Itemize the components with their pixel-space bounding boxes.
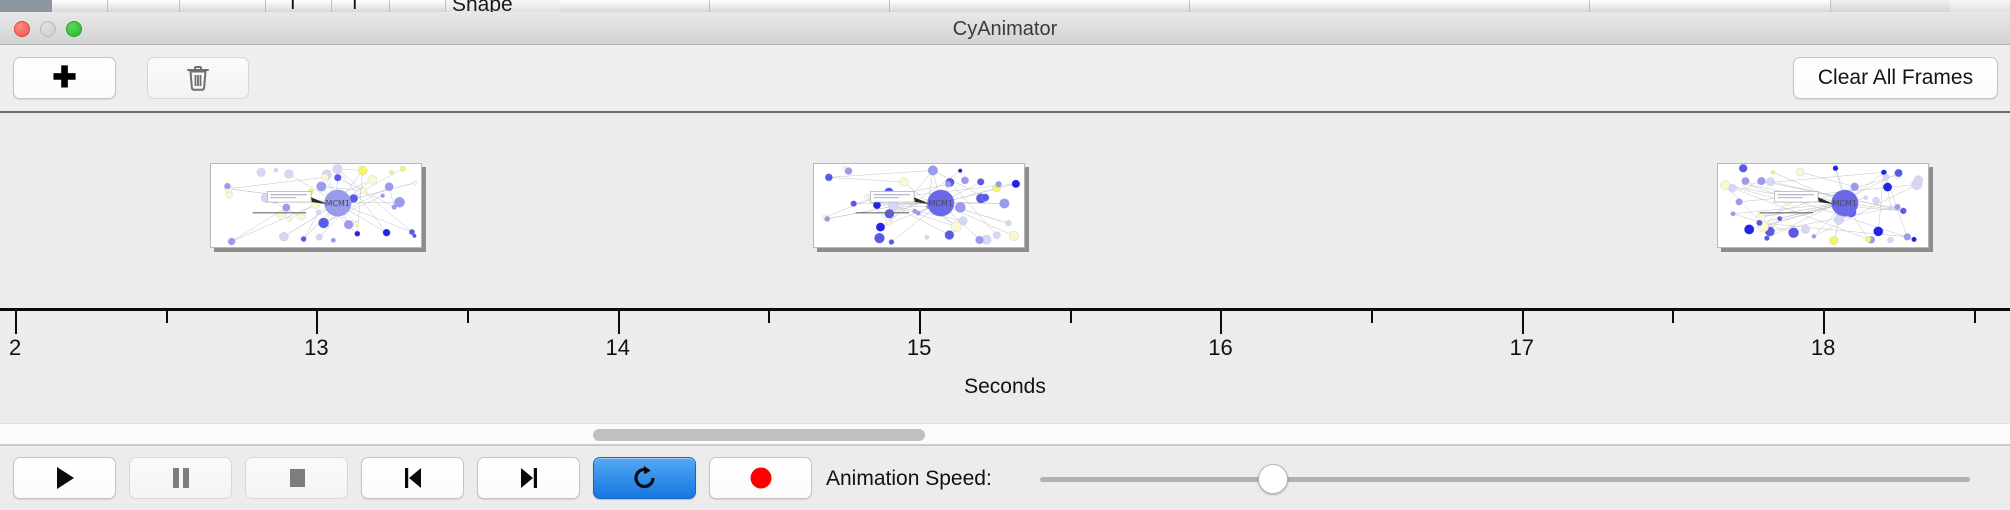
add-frame-button[interactable]: ✚ [13, 57, 116, 99]
tick-major [617, 311, 620, 334]
stop-icon [289, 469, 305, 487]
tick-label: 17 [1509, 335, 1535, 360]
svg-text:MCM1: MCM1 [929, 199, 953, 208]
tick-major [15, 311, 18, 334]
skip-back-icon [404, 468, 421, 488]
axis-line [0, 308, 2010, 311]
tick-major [1823, 311, 1826, 334]
tick-minor [1672, 311, 1675, 323]
close-button[interactable] [14, 21, 30, 37]
tick-label: 16 [1208, 335, 1233, 360]
timeline-scrollbar[interactable] [0, 423, 2010, 445]
clear-all-frames-button[interactable]: Clear All Frames [1793, 57, 1998, 99]
frame-thumbnail-2[interactable]: MCM1 [813, 163, 1026, 248]
loop-icon [633, 465, 655, 489]
frame-thumbnail-1[interactable]: MCM1 [210, 163, 423, 248]
timeline-panel[interactable]: MCM1 MCM1 MCM1 2 13 14 15 16 17 18 Seconds [0, 113, 2010, 423]
frame-toolbar: ✚ Clear All Frames [0, 45, 2010, 113]
tick-label: 14 [605, 335, 631, 360]
record-button[interactable] [709, 457, 812, 499]
background-window-title: Shape [452, 0, 513, 12]
timeline-scrollbar-thumb[interactable] [592, 429, 925, 441]
loop-button[interactable] [593, 457, 696, 499]
skip-forward-icon [520, 468, 537, 488]
svg-text:MCM1: MCM1 [1833, 199, 1857, 208]
tick-minor [1973, 311, 1976, 323]
frames-area[interactable]: MCM1 MCM1 MCM1 [0, 113, 2010, 308]
traffic-lights [14, 21, 82, 37]
tick-minor [1371, 311, 1374, 323]
frame-thumbnail-3[interactable]: MCM1 [1717, 163, 1930, 248]
play-icon [56, 467, 74, 489]
tick-minor [768, 311, 771, 323]
playback-toolbar: Animation Speed: [0, 445, 2010, 510]
window-titlebar: CyAnimator [0, 12, 2010, 45]
stop-button[interactable] [245, 457, 348, 499]
timeline-ruler: 2 13 14 15 16 17 18 [0, 308, 2010, 373]
svg-text:MCM1: MCM1 [326, 199, 350, 208]
minimize-button[interactable] [40, 21, 56, 37]
background-window-strip: I I Shape [0, 0, 2010, 12]
tick-major [919, 311, 922, 334]
tick-label: 2 [8, 335, 22, 360]
tick-label: 18 [1810, 335, 1836, 360]
plus-icon: ✚ [52, 61, 77, 94]
tick-major [1220, 311, 1223, 334]
pause-icon [172, 468, 189, 488]
tick-minor [165, 311, 168, 323]
skip-to-start-button[interactable] [361, 457, 464, 499]
slider-thumb[interactable] [1257, 464, 1288, 494]
tick-minor [467, 311, 470, 323]
tick-label: 15 [906, 335, 932, 360]
skip-to-end-button[interactable] [477, 457, 580, 499]
trash-icon [187, 66, 209, 91]
maximize-button[interactable] [66, 21, 82, 37]
window-title: CyAnimator [952, 18, 1058, 40]
slider-track [1040, 477, 1970, 482]
tick-label: 13 [304, 335, 329, 360]
record-icon [750, 467, 771, 489]
animation-speed-label: Animation Speed: [826, 467, 992, 490]
delete-frame-button[interactable] [147, 57, 249, 99]
tick-major [316, 311, 319, 334]
pause-button[interactable] [129, 457, 232, 499]
axis-title: Seconds [964, 375, 1046, 398]
tick-major [1521, 311, 1524, 334]
play-button[interactable] [13, 457, 116, 499]
animation-speed-slider[interactable] [1040, 464, 1970, 494]
tick-minor [1069, 311, 1072, 323]
